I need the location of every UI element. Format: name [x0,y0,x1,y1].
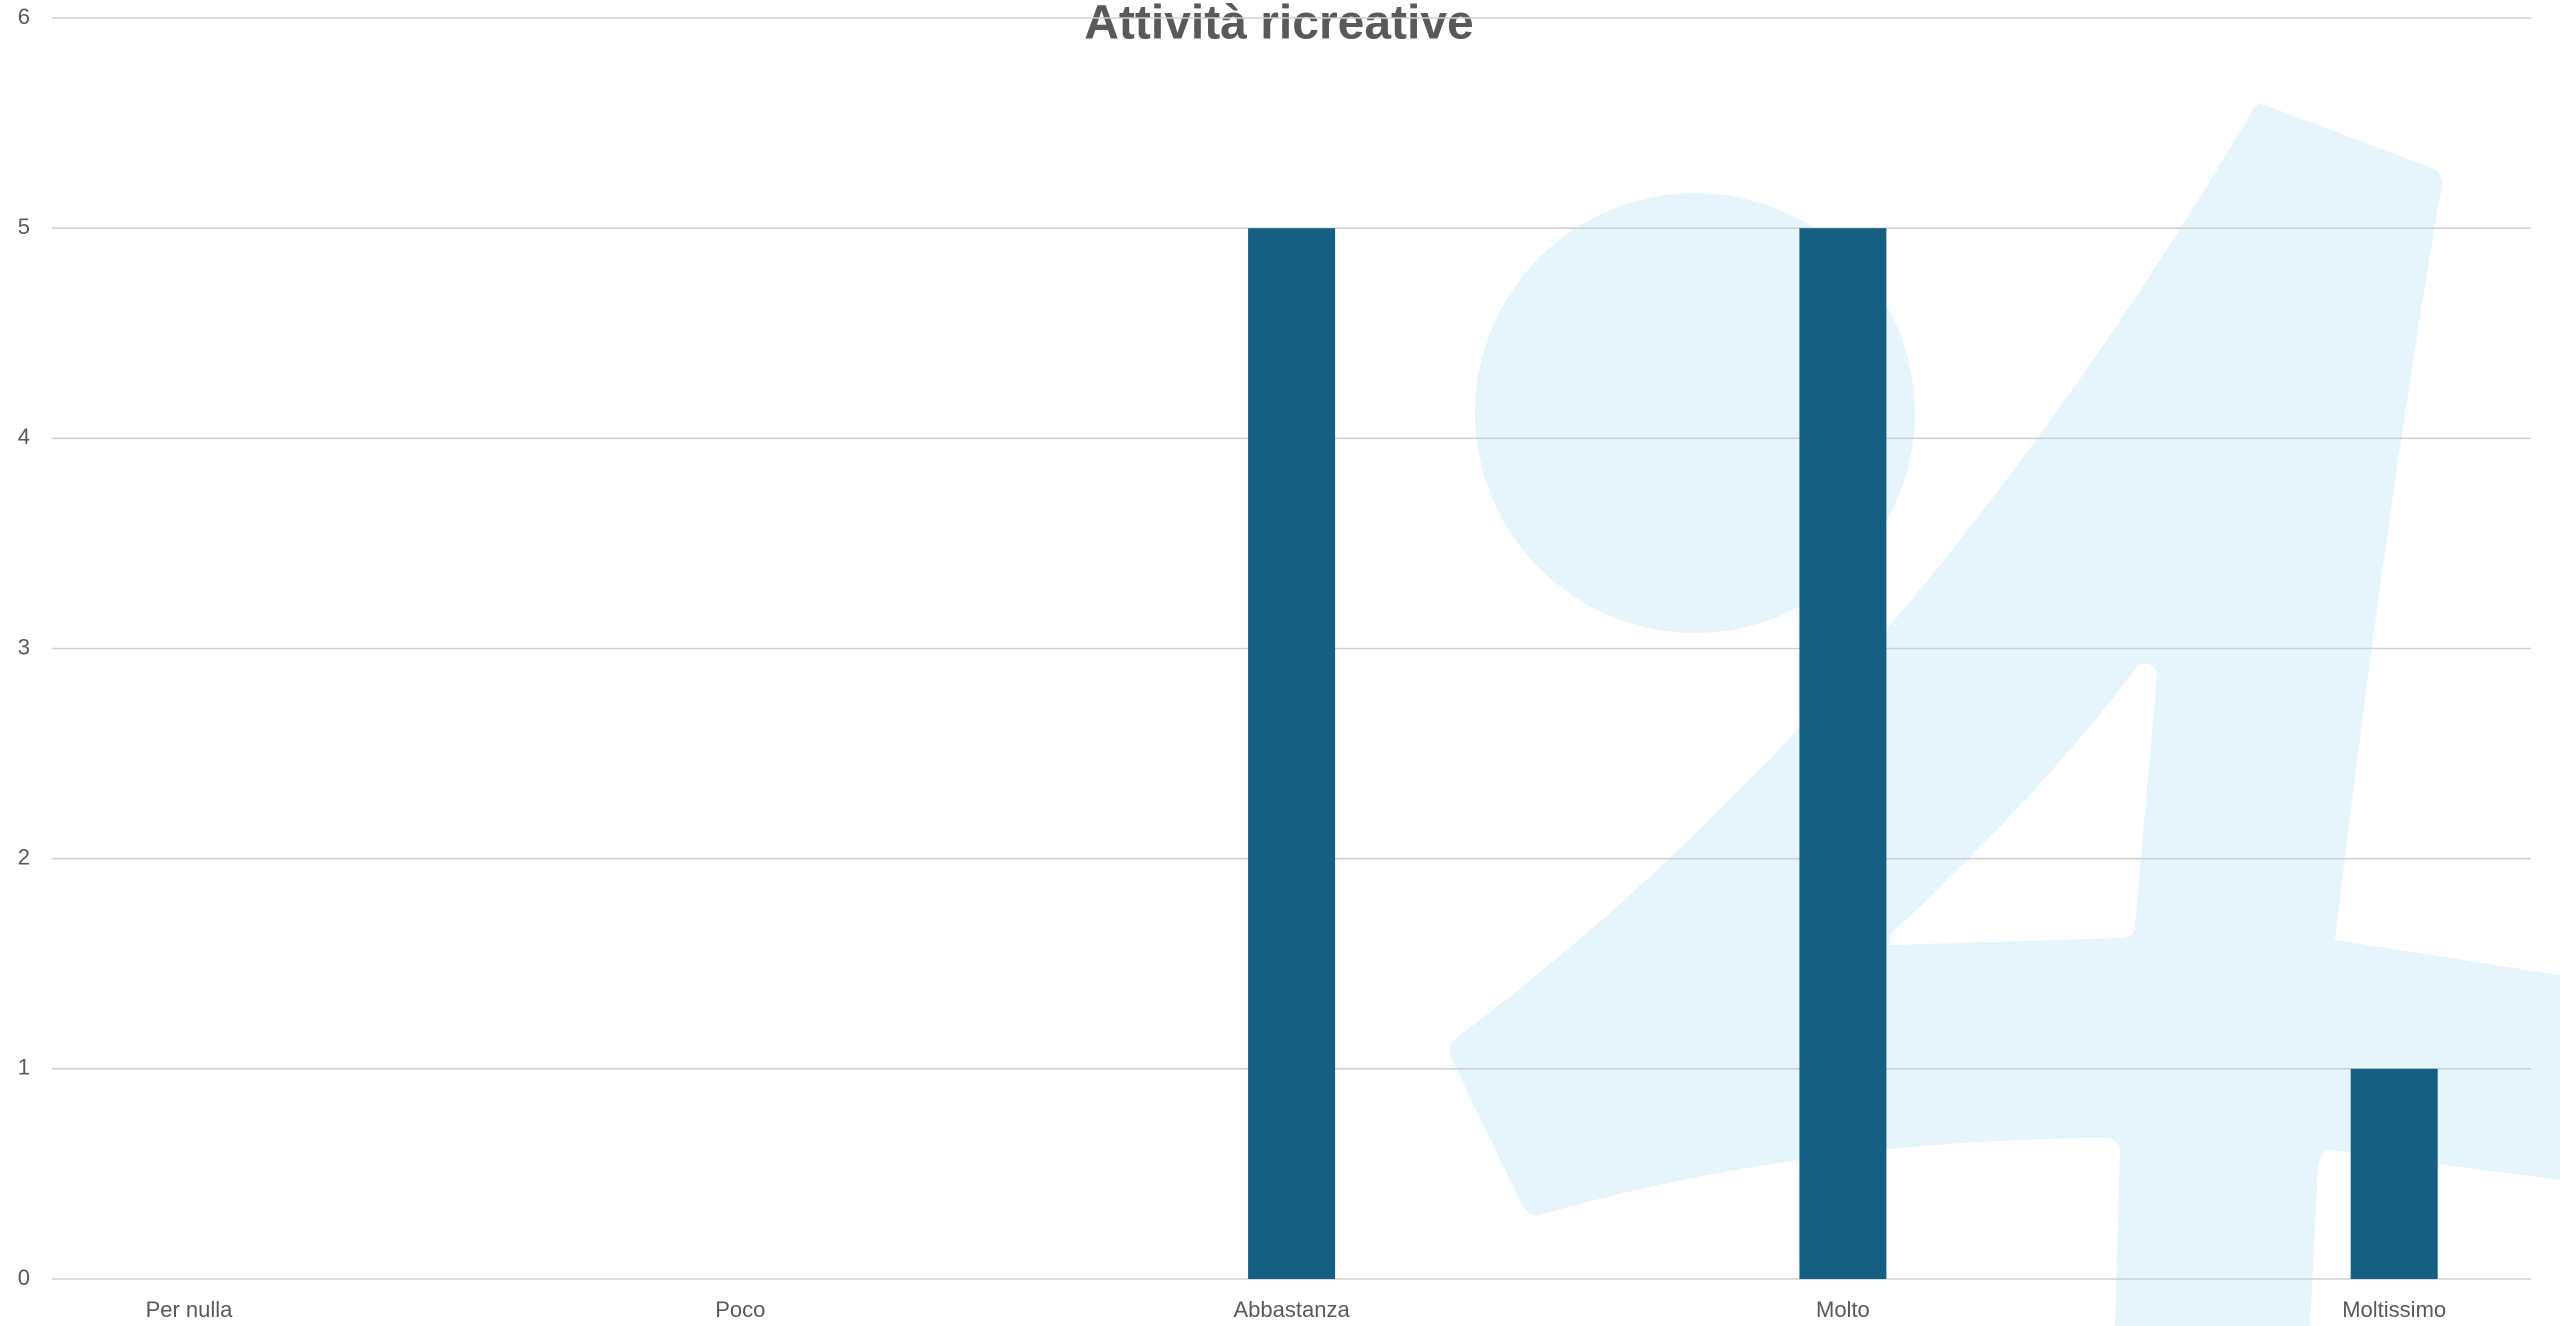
x-tick-label: Abbastanza [1233,1297,1350,1322]
y-tick-label: 0 [18,1265,30,1290]
x-tick-label: Per nulla [146,1297,234,1322]
y-tick-label: 3 [18,634,30,659]
y-tick-label: 1 [18,1055,30,1080]
y-tick-label: 6 [18,4,30,29]
bar [1248,228,1336,1280]
x-tick-label: Poco [715,1297,765,1322]
x-tick-label: Molto [1816,1297,1870,1322]
chart-title: Attività ricreative [1084,0,1474,50]
bar [1799,228,1887,1280]
y-tick-label: 5 [18,214,30,239]
y-tick-label: 4 [18,424,30,449]
y-tick-label: 2 [18,844,30,869]
x-tick-label: Moltissimo [2342,1297,2446,1322]
bar [2350,1068,2438,1279]
